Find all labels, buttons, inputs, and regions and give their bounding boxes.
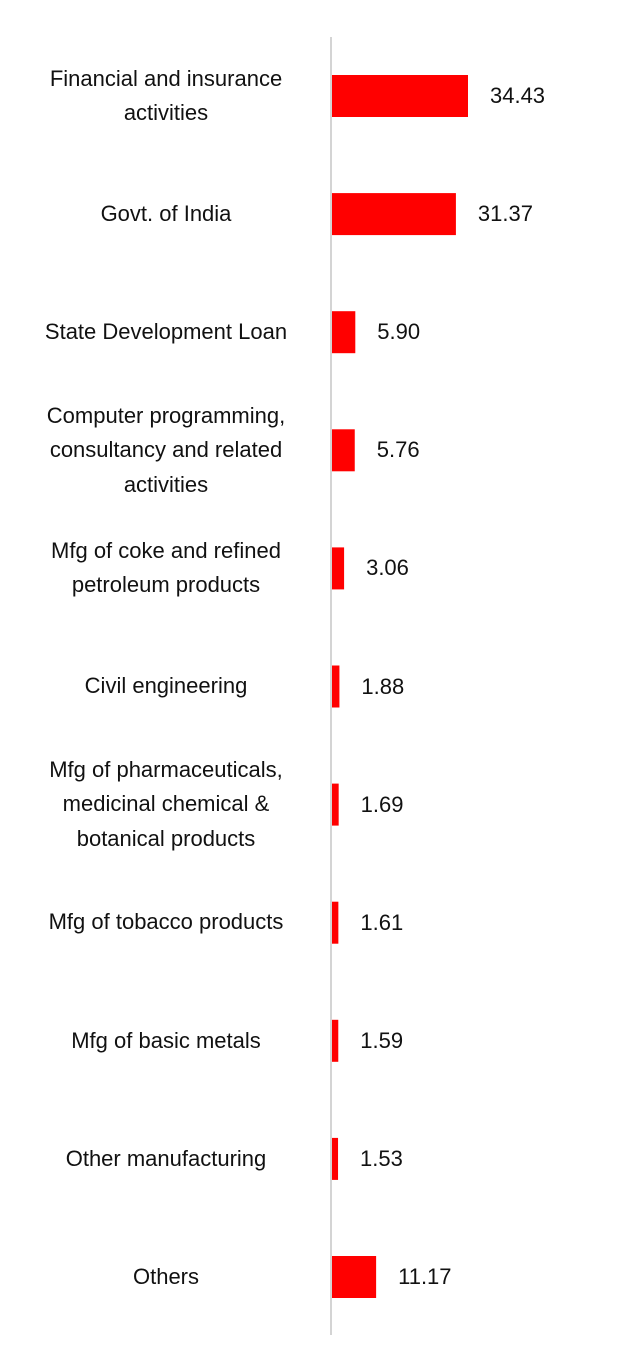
category-label: Mfg of pharmaceuticals, medicinal chemica…	[16, 753, 316, 857]
bar	[332, 901, 339, 944]
category-label-line: Govt. of India	[100, 200, 232, 226]
category-label: Govt. of India	[16, 197, 316, 232]
category-label: Mfg of tobacco products	[16, 905, 316, 940]
data-label: 1.59	[360, 1027, 404, 1053]
category-label-line: Other manufacturing	[65, 1145, 267, 1171]
category-label-line: Computer programming,	[46, 402, 286, 428]
category-label: Computer programming, consultancy and rel…	[16, 399, 316, 503]
data-label: 5.76	[376, 437, 420, 463]
category-label-line: Mfg of pharmaceuticals,	[49, 756, 283, 782]
category-label: Mfg of basic metals	[16, 1024, 316, 1059]
category-label-line: Mfg of tobacco products	[48, 909, 284, 935]
data-label: 34.43	[489, 83, 546, 108]
category-label-line: petroleum products	[71, 572, 261, 598]
data-label: 5.90	[377, 319, 421, 345]
bar	[332, 429, 355, 472]
bar	[332, 783, 339, 826]
data-label: 31.37	[477, 201, 533, 227]
data-label: 1.61	[360, 909, 404, 935]
data-label: 1.53	[360, 1145, 403, 1171]
data-label: 3.06	[366, 555, 409, 581]
bar	[332, 1137, 339, 1180]
category-label-line: Others	[132, 1263, 200, 1289]
bar	[332, 665, 340, 708]
category-label: Financial and insurance activities	[16, 62, 316, 131]
category-label: State Development Loan	[16, 315, 316, 350]
category-label-line: botanical products	[76, 825, 256, 851]
category-label: Civil engineering	[16, 669, 316, 704]
category-label-line: State Development Loan	[44, 318, 288, 344]
category-label: Mfg of coke and refined petroleum product…	[16, 534, 316, 603]
category-label-line: Financial and insurance	[49, 65, 283, 91]
category-label: Others	[16, 1260, 316, 1295]
bar	[332, 75, 468, 117]
category-label-line: Mfg of coke and refined	[51, 537, 281, 563]
data-label: 11.17	[398, 1264, 452, 1289]
category-label-line: activities	[123, 471, 209, 497]
bar	[332, 547, 345, 590]
category-label-line: medicinal chemical &	[62, 791, 270, 817]
data-label: 1.88	[361, 673, 405, 699]
bar	[332, 311, 356, 354]
bar	[332, 193, 456, 236]
data-label: 1.69	[360, 791, 404, 817]
bar	[332, 1256, 377, 1298]
category-label-line: activities	[123, 100, 209, 125]
category-label-line: Civil engineering	[84, 673, 248, 699]
category-label-line: Mfg of basic metals	[71, 1027, 261, 1053]
category-label: Other manufacturing	[16, 1142, 316, 1177]
bar	[332, 1019, 339, 1062]
category-label-line: consultancy and related	[49, 437, 283, 463]
